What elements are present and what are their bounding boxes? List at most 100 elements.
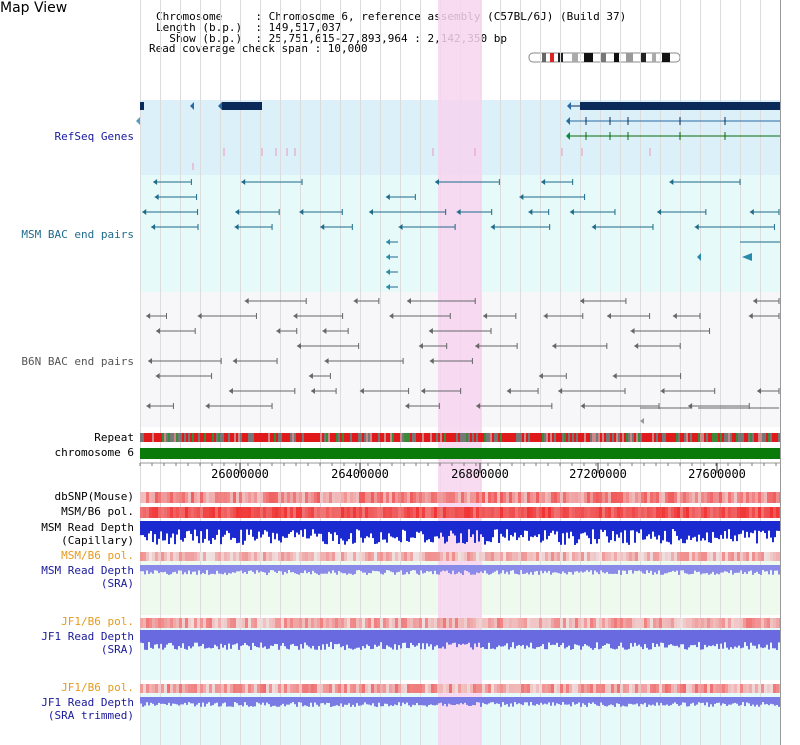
- heat-cell: [251, 684, 254, 693]
- depth-bar: [402, 630, 404, 643]
- heat-cell: [542, 492, 545, 503]
- heat-cell: [671, 684, 674, 693]
- heat-cell: [512, 552, 515, 561]
- depth-bar: [662, 630, 664, 644]
- depth-bar: [712, 697, 714, 707]
- depth-bar: [228, 565, 230, 574]
- heat-cell: [197, 492, 200, 503]
- depth-bar: [696, 521, 698, 542]
- depth-bar: [204, 521, 206, 539]
- depth-bar: [530, 697, 532, 703]
- repeat-mark: [674, 433, 676, 442]
- heat-cell: [581, 618, 584, 628]
- heat-cell: [233, 507, 236, 518]
- heat-cell: [377, 684, 380, 693]
- depth-bar: [668, 521, 670, 543]
- repeat-mark: [514, 433, 516, 442]
- depth-bar: [584, 565, 586, 572]
- heat-cell: [338, 618, 341, 628]
- repeat-mark: [386, 433, 388, 442]
- heat-cell: [407, 492, 410, 503]
- depth-bar: [184, 565, 186, 573]
- depth-bar: [728, 697, 730, 705]
- heat-cell: [629, 552, 632, 561]
- depth-bar: [358, 697, 360, 706]
- heat-cell: [650, 507, 653, 518]
- repeat-mark: [328, 433, 330, 442]
- heat-cell: [641, 552, 644, 561]
- heat-cell: [587, 618, 590, 628]
- heat-cell: [581, 492, 584, 503]
- msm-bac-label[interactable]: MSM BAC end pairs: [21, 228, 134, 241]
- depth-bar: [672, 630, 674, 646]
- heat-cell: [632, 684, 635, 693]
- repeat-mark: [234, 433, 236, 442]
- repeat-mark: [586, 433, 588, 442]
- depth-bar: [362, 697, 364, 705]
- repeat-mark: [186, 433, 188, 442]
- depth-bar: [334, 565, 336, 573]
- repeat-mark: [296, 433, 298, 442]
- depth-bar: [514, 565, 516, 574]
- repeat-mark: [222, 433, 224, 442]
- heat-cell: [245, 492, 248, 503]
- depth-bar: [680, 565, 682, 571]
- heat-cell: [710, 552, 713, 561]
- depth-bar: [556, 565, 558, 573]
- depth-bar: [668, 565, 670, 573]
- depth-bar: [142, 565, 144, 572]
- depth-bar: [260, 565, 262, 572]
- depth-bar: [392, 521, 394, 538]
- heat-cell: [599, 507, 602, 518]
- b6n-bac-label[interactable]: B6N BAC end pairs: [21, 355, 134, 368]
- depth-bar: [704, 565, 706, 574]
- depth-bar: [680, 697, 682, 705]
- heat-cell: [407, 507, 410, 518]
- depth-bar: [650, 697, 652, 706]
- depth-bar: [482, 697, 484, 703]
- depth-bar: [388, 697, 390, 707]
- heat-cell: [200, 552, 203, 561]
- depth-bar: [302, 630, 304, 649]
- depth-bar: [410, 521, 412, 538]
- depth-bar: [150, 630, 152, 648]
- gridline: [520, 0, 521, 745]
- depth-bar: [416, 697, 418, 704]
- repeat-mark: [374, 433, 376, 442]
- repeat-mark: [482, 433, 484, 442]
- depth-bar: [778, 697, 780, 707]
- depth-bar: [314, 521, 316, 534]
- heat-cell: [284, 552, 287, 561]
- repeat-mark: [216, 433, 218, 442]
- depth-bar: [266, 565, 268, 575]
- depth-bar: [660, 565, 662, 575]
- heat-cell: [443, 684, 446, 693]
- depth-bar: [664, 521, 666, 531]
- depth-bar: [600, 630, 602, 649]
- depth-bar: [370, 697, 372, 706]
- depth-bar: [446, 521, 448, 542]
- refseq-label[interactable]: RefSeq Genes: [54, 130, 134, 143]
- depth-bar: [740, 565, 742, 571]
- heat-cell: [227, 684, 230, 693]
- repeat-mark: [402, 433, 404, 442]
- depth-bar: [448, 630, 450, 645]
- depth-bar: [740, 697, 742, 705]
- heat-cell: [341, 492, 344, 503]
- depth-bar: [600, 521, 602, 530]
- depth-bar: [444, 630, 446, 649]
- depth-bar: [272, 521, 274, 533]
- repeat-mark: [734, 433, 736, 442]
- depth-bar: [260, 521, 262, 538]
- depth-bar: [264, 630, 266, 647]
- heat-cell: [731, 507, 734, 518]
- msm-pair-end: [519, 194, 524, 200]
- depth-bar: [742, 565, 744, 574]
- depth-bar: [200, 630, 202, 646]
- depth-bar: [414, 521, 416, 538]
- depth-bar: [724, 630, 726, 643]
- heat-cell: [455, 492, 458, 503]
- heat-cell: [485, 507, 488, 518]
- heat-cell: [395, 552, 398, 561]
